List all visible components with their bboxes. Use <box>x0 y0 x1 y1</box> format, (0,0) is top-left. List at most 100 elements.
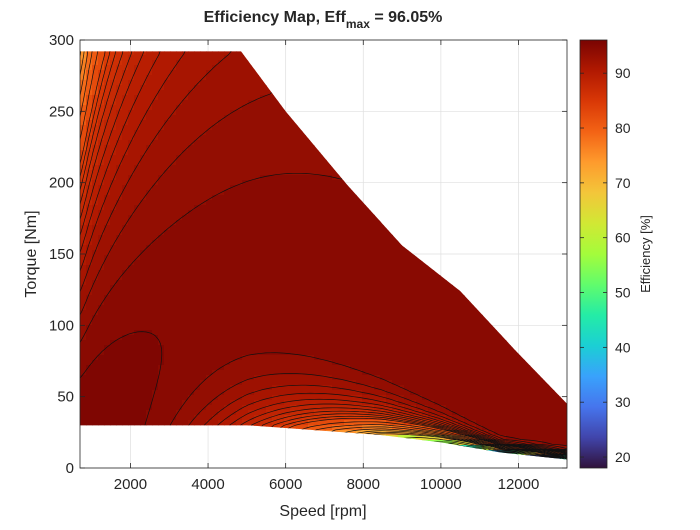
efficiency-cell <box>206 330 213 336</box>
efficiency-cell <box>212 315 219 321</box>
efficiency-cell <box>188 290 195 296</box>
efficiency-cell <box>224 230 231 236</box>
efficiency-cell <box>98 120 105 126</box>
efficiency-cell <box>344 365 351 371</box>
efficiency-cell <box>308 170 315 176</box>
efficiency-cell <box>224 130 231 136</box>
efficiency-cell <box>122 345 129 351</box>
efficiency-cell <box>194 275 201 281</box>
efficiency-cell <box>104 375 111 381</box>
efficiency-cell <box>296 195 303 201</box>
efficiency-cell <box>380 365 387 371</box>
efficiency-cell <box>104 305 111 311</box>
efficiency-cell <box>404 380 411 386</box>
efficiency-cell <box>350 400 357 406</box>
efficiency-cell <box>488 400 495 406</box>
efficiency-cell <box>236 305 243 311</box>
efficiency-cell <box>110 70 117 76</box>
efficiency-cell <box>146 315 153 321</box>
efficiency-cell <box>242 185 249 191</box>
efficiency-cell <box>80 390 87 396</box>
efficiency-cell <box>116 210 123 216</box>
efficiency-cell <box>422 325 429 331</box>
efficiency-cell <box>164 110 171 116</box>
efficiency-cell <box>350 245 357 251</box>
efficiency-cell <box>446 385 453 391</box>
efficiency-cell <box>362 290 369 296</box>
efficiency-cell <box>248 345 255 351</box>
efficiency-cell <box>296 235 303 241</box>
efficiency-cell <box>440 350 447 356</box>
efficiency-cell <box>110 260 117 266</box>
efficiency-cell <box>440 305 447 311</box>
efficiency-cell <box>206 250 213 256</box>
efficiency-cell <box>176 395 183 401</box>
efficiency-cell <box>314 175 321 181</box>
efficiency-cell <box>92 155 99 161</box>
efficiency-cell <box>512 415 519 421</box>
efficiency-cell <box>302 195 309 201</box>
efficiency-cell <box>164 330 171 336</box>
efficiency-cell <box>182 65 189 71</box>
efficiency-cell <box>182 150 189 156</box>
efficiency-cell <box>80 345 87 351</box>
efficiency-cell <box>440 420 447 426</box>
efficiency-cell <box>512 395 519 401</box>
efficiency-cell <box>182 215 189 221</box>
efficiency-cell <box>176 385 183 391</box>
efficiency-cell <box>290 305 297 311</box>
efficiency-cell <box>248 400 255 406</box>
efficiency-cell <box>362 270 369 276</box>
efficiency-cell <box>350 220 357 226</box>
efficiency-cell <box>128 290 135 296</box>
efficiency-cell <box>176 360 183 366</box>
efficiency-cell <box>140 120 147 126</box>
efficiency-cell <box>206 165 213 171</box>
efficiency-cell <box>218 105 225 111</box>
efficiency-cell <box>104 150 111 156</box>
efficiency-cell <box>314 265 321 271</box>
efficiency-cell <box>422 400 429 406</box>
efficiency-cell <box>212 125 219 131</box>
efficiency-cell <box>110 360 117 366</box>
efficiency-cell <box>98 295 105 301</box>
efficiency-cell <box>464 375 471 381</box>
efficiency-cell <box>194 115 201 121</box>
efficiency-cell <box>254 300 261 306</box>
efficiency-cell <box>296 360 303 366</box>
efficiency-cell <box>326 360 333 366</box>
efficiency-cell <box>164 320 171 326</box>
efficiency-cell <box>410 405 417 411</box>
efficiency-cell <box>230 90 237 96</box>
efficiency-cell <box>254 190 261 196</box>
efficiency-cell <box>260 145 267 151</box>
efficiency-cell <box>278 380 285 386</box>
efficiency-cell <box>104 160 111 166</box>
efficiency-cell <box>218 51 225 56</box>
efficiency-cell <box>140 140 147 146</box>
efficiency-cell <box>284 385 291 391</box>
efficiency-cell <box>446 375 453 381</box>
efficiency-cell <box>326 300 333 306</box>
efficiency-cell <box>278 185 285 191</box>
efficiency-cell <box>224 175 231 181</box>
efficiency-cell <box>350 250 357 256</box>
efficiency-cell <box>152 275 159 281</box>
efficiency-cell <box>272 375 279 381</box>
efficiency-cell <box>368 235 375 241</box>
efficiency-cell <box>86 270 93 276</box>
efficiency-cell <box>458 305 465 311</box>
efficiency-cell <box>392 270 399 276</box>
efficiency-cell <box>314 185 321 191</box>
efficiency-cell <box>224 255 231 261</box>
efficiency-cell <box>368 325 375 331</box>
efficiency-cell <box>506 375 513 381</box>
efficiency-cell <box>278 200 285 206</box>
efficiency-cell <box>236 230 243 236</box>
efficiency-cell <box>110 340 117 346</box>
efficiency-cell <box>254 115 261 121</box>
efficiency-cell <box>92 240 99 246</box>
efficiency-cell <box>176 225 183 231</box>
efficiency-cell <box>338 230 345 236</box>
efficiency-cell <box>122 300 129 306</box>
